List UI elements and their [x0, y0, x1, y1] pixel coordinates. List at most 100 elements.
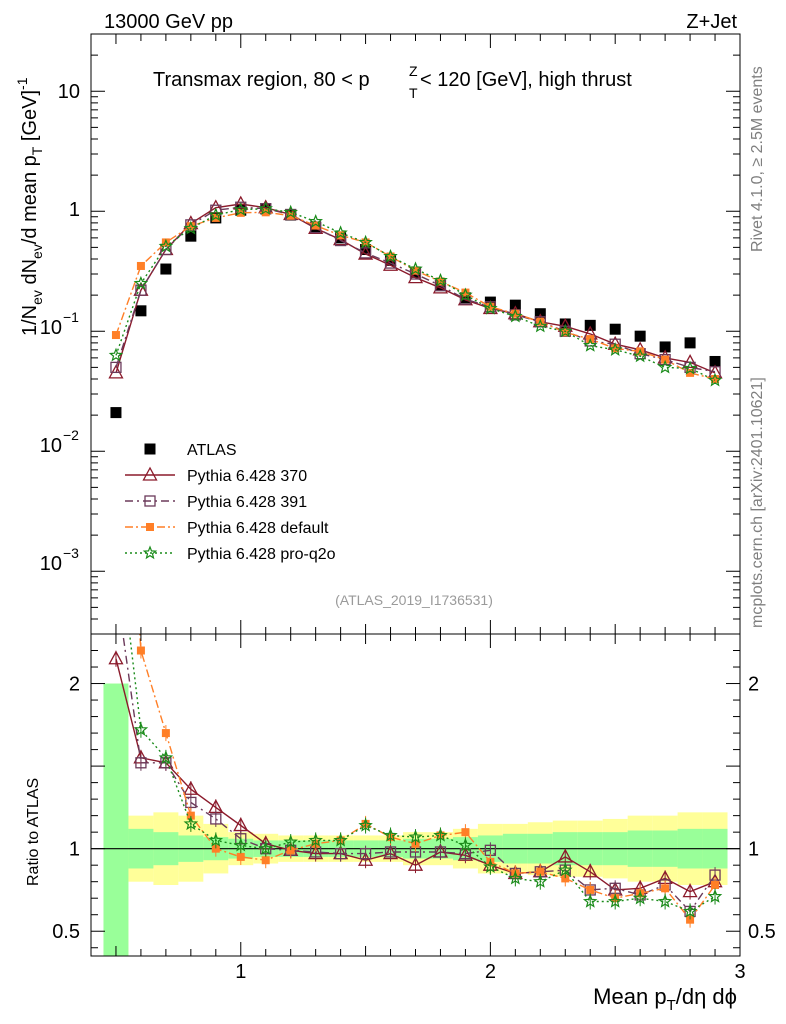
data-point [161, 238, 170, 247]
data-point [711, 375, 720, 384]
ylabel-d-sup: -1 [14, 77, 30, 90]
data-point [208, 207, 224, 222]
ratio-point [582, 863, 598, 878]
data-point [659, 341, 671, 353]
main-axis-ticks [90, 33, 741, 635]
data-point [311, 221, 320, 230]
ylabel-d: [GeV] [19, 90, 41, 147]
series-0 [110, 203, 721, 419]
ratio-xtick-label: 2 [485, 961, 496, 983]
data-point [511, 309, 520, 318]
ytick-10: 10 [58, 81, 80, 103]
ratio-ylabel: Ratio to ATLAS [25, 778, 42, 886]
ylabel-b-sub: ev [29, 244, 45, 259]
ratio-point [108, 650, 124, 665]
data-point [110, 407, 122, 419]
legend-marker [144, 443, 156, 455]
data-point [160, 263, 172, 275]
ratio-point [661, 884, 670, 893]
data-point [609, 323, 621, 335]
data-point [684, 337, 696, 349]
legend: ATLAS Pythia 6.428 370 Pythia 6.428 391 Pyt… [125, 442, 336, 563]
data-point [108, 347, 124, 362]
ratio-point [158, 750, 174, 765]
legend-entry: ATLAS [144, 442, 237, 459]
data-point [111, 331, 120, 340]
ratio-point [586, 885, 595, 894]
data-point [634, 330, 646, 342]
rivet-label: Rivet 4.1.0, ≥ 2.5M events [749, 66, 766, 252]
data-point [333, 225, 348, 240]
ratio-point [186, 811, 195, 820]
data-point [135, 284, 147, 296]
ratio-marks [108, 634, 723, 928]
ytick-1: 1 [69, 199, 80, 221]
ytick-0.01-base: 10 [40, 435, 62, 457]
ratio-point [561, 874, 570, 883]
ratio-point [236, 852, 245, 861]
ratio-point [185, 796, 197, 809]
ratio-bands [91, 683, 740, 956]
series-line [115, 207, 716, 381]
legend-label: ATLAS [187, 442, 237, 459]
ratio-point [233, 817, 249, 832]
ratio-point [433, 827, 448, 842]
ratio-point [582, 893, 598, 908]
chart-title: Transmax region, 80 < p [153, 69, 370, 91]
ratio-point [308, 832, 323, 847]
ratio-point [711, 880, 720, 889]
data-point [558, 323, 573, 338]
ytick-0.01: 10 [40, 435, 62, 457]
data-point [186, 222, 195, 231]
series-1 [108, 195, 723, 379]
ratio-point [607, 893, 623, 908]
legend-marker [142, 545, 158, 560]
data-point [436, 277, 445, 286]
data-point [407, 269, 424, 284]
ratio-point [233, 837, 249, 852]
data-point [682, 360, 698, 375]
legend-label: Pythia 6.428 default [187, 520, 329, 537]
legend-label: Pythia 6.428 pro-q2o [187, 546, 336, 563]
ratio-point [136, 646, 145, 655]
data-point [386, 252, 395, 261]
ylabel-text: 1/Nev dNev/d mean pT [GeV]-1 [14, 77, 45, 336]
legend-marker [144, 495, 156, 507]
ratio-point [334, 847, 347, 860]
series-2 [110, 201, 721, 378]
legend-entry: Pythia 6.428 default [125, 520, 329, 537]
ratio-point [682, 903, 698, 918]
data-point [584, 319, 596, 331]
data-point [686, 368, 695, 377]
data-point [632, 348, 648, 363]
data-point [357, 245, 374, 260]
data-point [458, 287, 473, 302]
ylabel-c-sub: T [29, 146, 45, 155]
title-post: < 120 [GeV], high thrust [420, 69, 632, 91]
band-stat [103, 683, 129, 956]
ratio-ytick-label-right: 0.5 [748, 921, 776, 943]
data-point [383, 248, 398, 263]
data-point [661, 355, 670, 364]
ratio-point [133, 722, 149, 736]
series-line [115, 211, 716, 380]
ratio-point [261, 856, 270, 865]
data-point [486, 302, 495, 311]
ratio-ytick-label-left: 0.5 [52, 921, 80, 943]
ratio-point [707, 888, 723, 903]
ratio-xtick-label: 3 [734, 961, 745, 983]
data-point [308, 213, 323, 228]
data-point [533, 318, 548, 333]
ylabel-a-sub: ev [29, 290, 45, 305]
ratio-ytick-label-left: 1 [69, 839, 80, 861]
ratio-point [283, 834, 298, 849]
data-point [408, 261, 423, 276]
title-pre: Transmax region, 80 < p [153, 69, 370, 91]
ratio-point [407, 856, 424, 871]
data-point [208, 199, 224, 214]
ratio-series-group [108, 634, 723, 928]
data-point [411, 266, 420, 275]
data-point [483, 300, 498, 315]
ratio-point [434, 846, 447, 858]
